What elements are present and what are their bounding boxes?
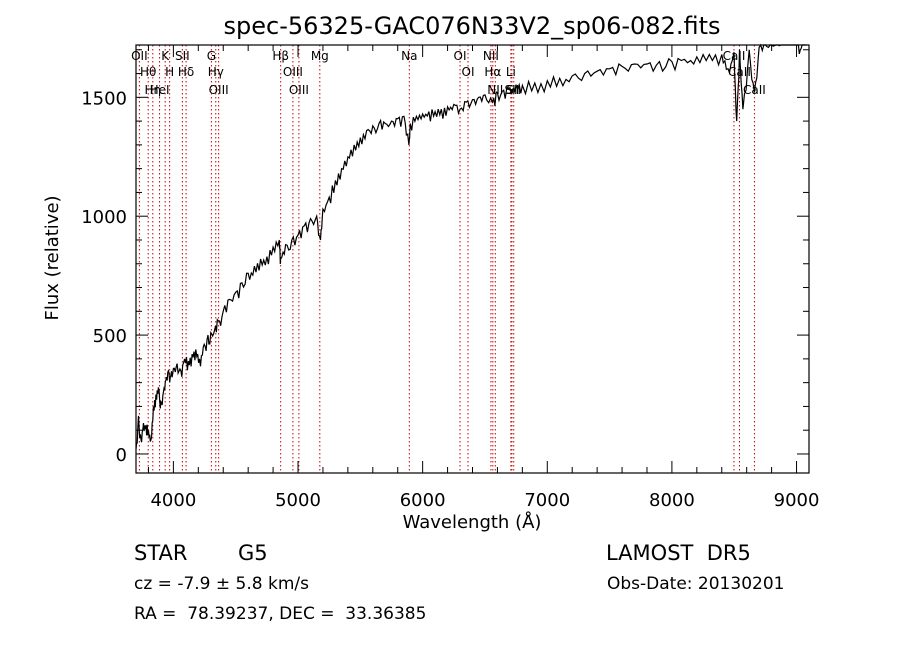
redshift-velocity: cz = -7.9 ± 5.8 km/s: [134, 574, 309, 594]
x-tick-label: 8000: [649, 490, 695, 511]
line-label: G: [207, 49, 216, 63]
y-tick-label: 1000: [81, 207, 127, 228]
x-tick-label: 5000: [275, 490, 321, 511]
line-label: OIII: [289, 83, 309, 97]
x-tick-label: 7000: [524, 490, 570, 511]
coordinates: RA = 78.39237, DEC = 33.36385: [134, 604, 427, 624]
x-tick-label: 9000: [774, 490, 820, 511]
emission-line-markers: [138, 45, 755, 473]
x-tick-label: 4000: [150, 490, 196, 511]
spectrum-series: [135, 43, 807, 450]
line-label: H: [165, 65, 174, 79]
subclass: G5: [238, 541, 268, 565]
line-label: NII: [483, 49, 499, 63]
line-label: HeI: [150, 83, 170, 97]
line-label: K: [161, 49, 170, 63]
line-label: Hθ: [140, 65, 156, 79]
line-label: Hδ: [178, 65, 194, 79]
line-label: Hβ: [272, 49, 289, 63]
line-label: Hα: [484, 65, 501, 79]
line-label: Li: [506, 65, 516, 79]
plot-frame: [135, 44, 810, 474]
x-axis-label: Wavelength (Å): [403, 511, 542, 533]
line-label: Mg: [311, 49, 329, 63]
line-label: NII: [487, 83, 503, 97]
x-tick-label: 6000: [400, 490, 446, 511]
line-label: OI: [454, 49, 467, 63]
line-label: OIII: [209, 83, 229, 97]
survey-release: LAMOST DR5: [606, 541, 751, 565]
chart-title: spec-56325-GAC076N33V2_sp06-082.fits: [224, 12, 721, 40]
y-tick-label: 500: [93, 326, 127, 347]
axis-ticks: 4000 5000 6000 7000 8000 9000 0 500 1000 1500: [81, 45, 819, 511]
line-label: OIII: [283, 65, 303, 79]
y-tick-label: 0: [116, 445, 127, 466]
line-label: Hγ: [208, 65, 224, 79]
line-label: OI: [462, 65, 475, 79]
observation-date: Obs-Date: 20130201: [607, 574, 785, 594]
y-axis-label: Flux (relative): [42, 195, 63, 320]
line-label: OII: [131, 49, 148, 63]
object-class: STAR: [134, 541, 188, 565]
line-label: Hη: [145, 83, 162, 97]
line-label: Na: [401, 49, 417, 63]
y-tick-label: 1500: [81, 88, 127, 109]
line-label: SII: [175, 49, 190, 63]
